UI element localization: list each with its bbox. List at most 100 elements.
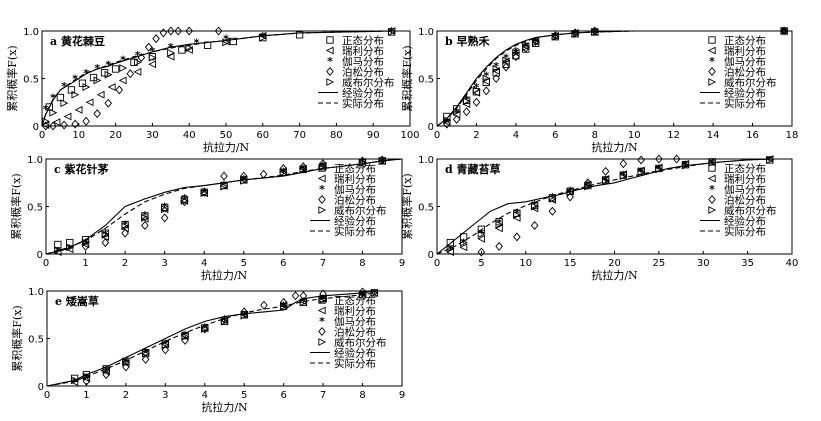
x-tick-label: 2 (122, 258, 128, 269)
x-tick-label: 0 (434, 130, 440, 141)
y-axis-title: 累积概率F(x) (9, 173, 23, 239)
data-point-diamond (49, 121, 57, 131)
x-tick-label: 5 (241, 258, 247, 269)
data-point-diamond (279, 164, 288, 173)
data-point-triangle-right (71, 90, 80, 99)
legend-label: 正态分布 (724, 162, 766, 175)
data-point-diamond (780, 26, 788, 36)
data-point-triangle-left (654, 163, 663, 172)
data-point-asterisk: * (389, 25, 395, 38)
data-point-diamond (548, 206, 557, 216)
data-point-triangle-left (707, 157, 716, 166)
data-point-triangle-right (141, 213, 150, 222)
data-point-diamond (122, 362, 130, 372)
data-point-triangle-right (601, 176, 610, 185)
data-point-diamond (41, 121, 50, 131)
y-tick-label: 0 (37, 250, 43, 261)
legend-marker-square (708, 164, 716, 172)
data-point-square (178, 46, 186, 54)
legend-marker-asterisk: * (327, 55, 333, 68)
legend-marker-asterisk: * (709, 55, 715, 68)
legend-marker-diamond (318, 195, 326, 204)
series-line-actual (436, 158, 770, 255)
data-point-diamond (141, 354, 150, 364)
data-point-square (54, 240, 62, 249)
data-point-diamond (495, 241, 503, 251)
x-tick-label: 40 (183, 130, 196, 141)
data-point-triangle-right (161, 205, 169, 214)
data-point-triangle-right (502, 56, 511, 65)
legend-label: 伽马分布 (342, 55, 384, 68)
data-point-asterisk: * (120, 54, 126, 67)
y-tick-label: 0.5 (418, 75, 434, 86)
data-point-diamond (530, 221, 539, 230)
data-point-triangle-right (181, 332, 190, 341)
panel-title: a 黄花棘豆 (50, 34, 105, 48)
legend-marker-square (708, 36, 716, 44)
legend-label: 瑞利分布 (724, 46, 766, 58)
legend-label: 正态分布 (724, 34, 766, 47)
legend-marker-diamond (318, 327, 326, 336)
x-tick-label: 8 (359, 390, 365, 401)
x-tick-label: 15 (564, 258, 577, 269)
x-tick-label: 6 (280, 258, 286, 269)
legend-label: 经验分布 (342, 87, 384, 100)
data-point-triangle-left (121, 359, 130, 368)
legend-marker-square (326, 36, 334, 44)
data-point-triangle-right (119, 64, 128, 72)
data-point-asterisk: * (474, 81, 480, 94)
data-point-triangle-right (93, 76, 102, 85)
data-point-asterisk: * (102, 228, 108, 241)
legend-label: 瑞利分布 (342, 46, 384, 58)
data-point-triangle-left (184, 46, 193, 54)
legend-label: 威布尔分布 (334, 336, 387, 349)
data-point-triangle-right (766, 156, 775, 164)
x-axis-title: 抗拉力/N (203, 140, 250, 154)
data-point-diamond (220, 171, 228, 181)
data-point-triangle-right (54, 246, 63, 255)
legend-label: 威布尔分布 (724, 76, 777, 89)
data-point-triangle-right (513, 211, 522, 219)
x-tick-label: 3 (161, 258, 167, 269)
x-tick-label: 18 (786, 130, 799, 141)
data-point-square (229, 37, 238, 46)
data-point-asterisk: * (162, 201, 168, 214)
x-tick-label: 70 (293, 130, 306, 141)
legend-marker-triangle-right (708, 206, 717, 214)
data-point-triangle-right (522, 43, 530, 52)
data-point-diamond (126, 69, 135, 79)
legend-label: 正态分布 (334, 294, 376, 307)
data-point-triangle-left (140, 214, 149, 223)
series-line-actual (436, 30, 785, 127)
data-point-triangle-right (148, 53, 157, 62)
data-point-asterisk: * (105, 58, 111, 71)
data-point-square (295, 31, 304, 39)
legend-label: 瑞利分布 (334, 306, 376, 318)
data-point-triangle-left (494, 224, 503, 233)
panel-title: b 早熟禾 (445, 34, 491, 48)
legend-marker-diamond (326, 67, 334, 76)
legend-marker-triangle-left (707, 174, 716, 183)
data-point-triangle-right (141, 349, 150, 358)
data-point-square (67, 86, 76, 94)
data-point-triangle-right (472, 85, 481, 94)
legend-label: 威布尔分布 (724, 204, 777, 217)
data-point-triangle-left (74, 105, 83, 114)
data-point-asterisk: * (43, 103, 49, 116)
data-point-triangle-left (491, 66, 500, 75)
data-point-triangle-left (459, 243, 468, 252)
data-point-diamond (472, 97, 481, 107)
data-point-diamond (492, 74, 500, 83)
x-tick-label: 0 (434, 258, 440, 269)
data-point-triangle-left (619, 170, 628, 179)
legend-label: 实际分布 (724, 97, 766, 110)
data-point-triangle-right (201, 325, 209, 333)
data-point-triangle-left (85, 98, 94, 107)
data-point-diamond (141, 221, 149, 230)
data-point-diamond (477, 247, 486, 257)
data-point-diamond (102, 370, 110, 380)
x-tick-label: 50 (220, 130, 233, 141)
